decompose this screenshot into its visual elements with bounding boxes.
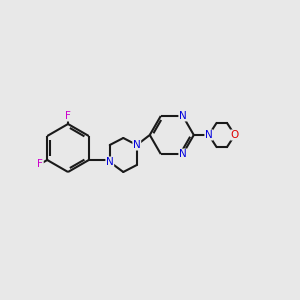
Text: N: N	[106, 157, 114, 167]
Text: N: N	[205, 130, 213, 140]
Text: N: N	[179, 111, 187, 121]
Text: N: N	[133, 140, 141, 150]
Text: O: O	[231, 130, 239, 140]
Text: N: N	[179, 149, 187, 159]
Text: F: F	[65, 111, 71, 121]
Text: F: F	[37, 159, 43, 169]
